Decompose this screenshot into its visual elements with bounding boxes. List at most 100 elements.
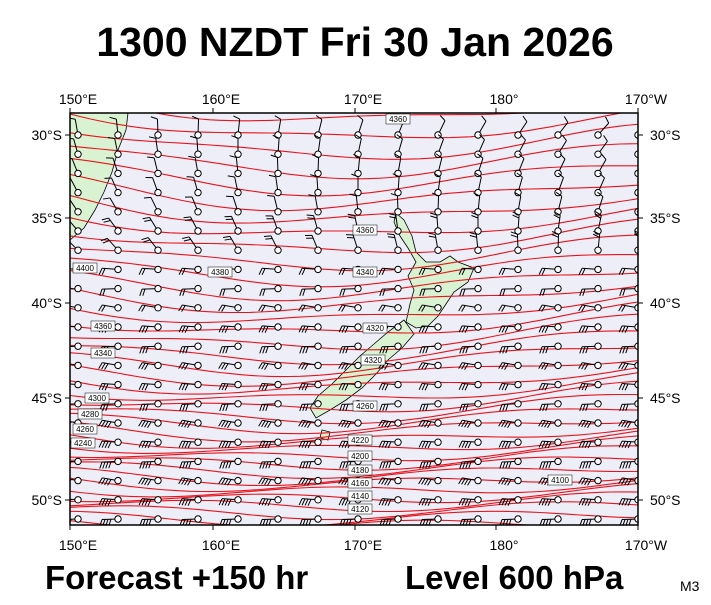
station [435, 420, 441, 426]
station [555, 516, 561, 522]
station [235, 362, 241, 368]
lat-label-left: 50°S [31, 492, 62, 508]
barb-feather [59, 441, 62, 447]
station [475, 439, 481, 445]
station [315, 439, 321, 445]
station [275, 305, 281, 311]
lon-label-bottom: 160°E [202, 537, 240, 553]
station [195, 247, 201, 253]
station [435, 209, 441, 215]
station [275, 324, 281, 330]
barb-feather [63, 462, 65, 469]
barb-feather [61, 219, 68, 221]
station [515, 247, 521, 253]
station [395, 401, 401, 407]
station [475, 228, 481, 234]
station [555, 324, 561, 330]
station [395, 458, 401, 464]
barb-feather [264, 236, 271, 237]
station [235, 228, 241, 234]
station [235, 305, 241, 311]
station [515, 151, 521, 157]
station [115, 497, 121, 503]
barb-feather [62, 199, 69, 201]
barb-feather [639, 192, 644, 197]
station [115, 170, 121, 176]
barb-staff [638, 124, 650, 135]
barb-feather [647, 117, 650, 123]
station [515, 420, 521, 426]
barb-feather [62, 478, 66, 484]
station [155, 497, 161, 503]
station [315, 209, 321, 215]
station [155, 477, 161, 483]
station [235, 477, 241, 483]
lat-label-right: 45°S [650, 390, 681, 406]
station [315, 170, 321, 176]
station [235, 170, 241, 176]
station [275, 401, 281, 407]
barb-feather [63, 404, 65, 411]
station [355, 285, 361, 291]
level-label: Level 600 hPa [405, 559, 624, 596]
barb-feather [59, 363, 63, 369]
station [195, 420, 201, 426]
station [315, 324, 321, 330]
station [395, 362, 401, 368]
barb-feather [62, 306, 66, 312]
station [235, 458, 241, 464]
station [275, 458, 281, 464]
barb-feather [66, 347, 68, 354]
station [315, 420, 321, 426]
station [315, 477, 321, 483]
station [595, 420, 601, 426]
station [435, 343, 441, 349]
barb-feather [265, 239, 272, 240]
station [115, 401, 121, 407]
station [195, 228, 201, 234]
station [275, 170, 281, 176]
station [195, 151, 201, 157]
barb-feather [643, 154, 647, 160]
barb-staff [638, 197, 644, 212]
station [515, 458, 521, 464]
contour-label: 4280 [81, 410, 99, 419]
station [435, 401, 441, 407]
station [515, 381, 521, 387]
station [275, 362, 281, 368]
contour-label: 4140 [351, 492, 369, 501]
station [315, 458, 321, 464]
map-title: 1300 NZDT Fri 30 Jan 2026 [96, 19, 613, 65]
station [315, 266, 321, 272]
station [115, 477, 121, 483]
station [75, 285, 81, 291]
station [195, 497, 201, 503]
station [195, 458, 201, 464]
station [475, 477, 481, 483]
station [395, 305, 401, 311]
station [115, 458, 121, 464]
station [195, 132, 201, 138]
station [155, 324, 161, 330]
station [115, 381, 121, 387]
station [595, 497, 601, 503]
barb-feather [59, 326, 62, 332]
station [515, 343, 521, 349]
station [475, 516, 481, 522]
station [115, 420, 121, 426]
station [155, 401, 161, 407]
station [155, 343, 161, 349]
station [595, 247, 601, 253]
station [75, 170, 81, 176]
station [115, 228, 121, 234]
barb-feather [63, 289, 65, 296]
contour-label: 4400 [76, 264, 94, 273]
barb-feather [65, 442, 68, 448]
station [75, 209, 81, 215]
contour-label: 4360 [356, 226, 374, 235]
station [395, 285, 401, 291]
lat-label-right: 35°S [650, 210, 681, 226]
station [355, 209, 361, 215]
station [515, 362, 521, 368]
